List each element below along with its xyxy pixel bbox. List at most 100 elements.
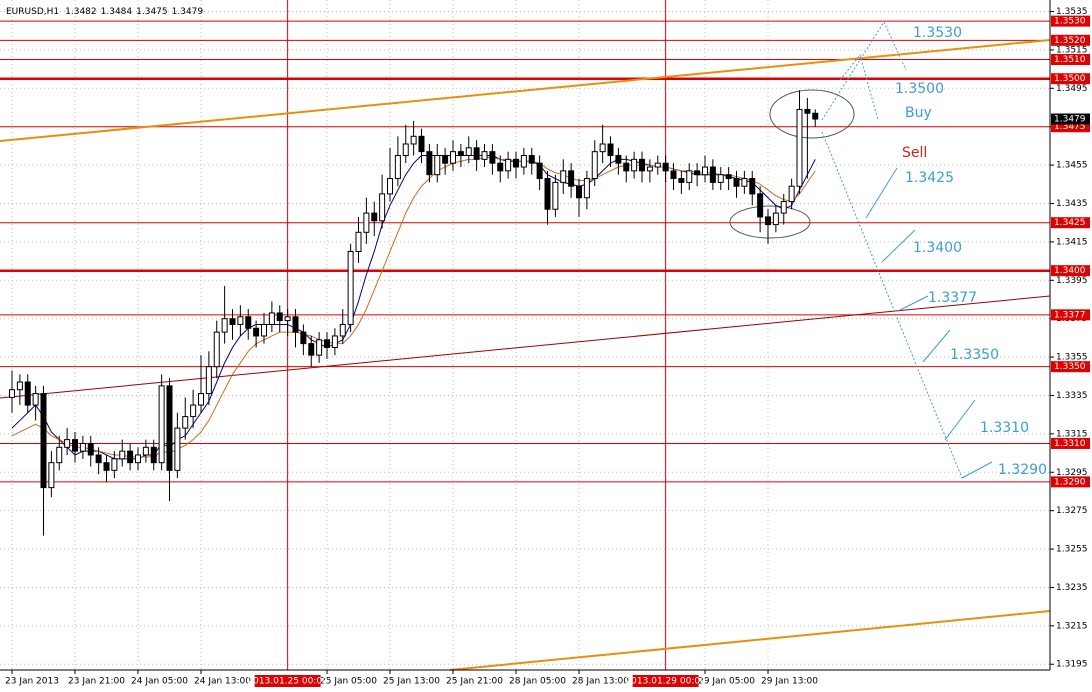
candle-body <box>788 185 795 203</box>
candle-body <box>9 389 15 398</box>
candle-body <box>268 312 275 325</box>
y-tick-label: 1.3395 <box>1056 276 1088 286</box>
annotation: 1.3400 <box>913 240 962 256</box>
candle-body <box>583 178 590 199</box>
y-tick-label: 1.3535 <box>1056 7 1088 17</box>
level-box <box>1051 217 1090 229</box>
candle-body <box>733 178 740 187</box>
projection <box>899 295 929 311</box>
candle-body <box>64 439 71 448</box>
candle-body <box>536 162 543 180</box>
candle-body <box>24 381 31 406</box>
candle-body <box>528 155 535 164</box>
candle-body <box>119 450 126 460</box>
candle-body <box>331 335 338 348</box>
candle-body <box>686 170 693 183</box>
candle-body <box>544 178 551 210</box>
candle-body <box>717 174 724 183</box>
projection <box>944 399 976 441</box>
price-box <box>1051 113 1090 125</box>
trendline <box>0 295 1051 399</box>
candle-body <box>135 454 141 464</box>
candle-body <box>190 404 197 418</box>
x-tick-label: 29 Jan 05:00 <box>698 677 755 687</box>
candle-body <box>725 174 732 180</box>
candle-body <box>426 151 433 176</box>
level-box <box>1051 476 1090 488</box>
level-box <box>1051 361 1090 373</box>
x-tick-label: 25 Jan 05:00 <box>320 677 377 687</box>
annotation: Buy <box>905 105 932 121</box>
candle-body <box>599 143 606 153</box>
level-label: 1.3350 <box>1054 362 1086 372</box>
candle-body <box>654 162 661 168</box>
candle-body <box>48 462 55 489</box>
level-box <box>1051 54 1090 66</box>
candle-body <box>308 343 315 356</box>
y-tick-label: 1.3235 <box>1056 583 1088 593</box>
candle-body <box>552 181 559 210</box>
candle-body <box>379 193 386 222</box>
candle-body <box>95 454 102 464</box>
candle-body <box>505 158 512 172</box>
candle-body <box>662 162 669 172</box>
level-label: 1.3290 <box>1054 477 1086 487</box>
period-label: 2013.01.25 00:00 <box>247 677 328 687</box>
candle-body <box>410 135 417 145</box>
candle-body <box>497 162 504 172</box>
symbol: EURUSD,H1 <box>6 7 59 17</box>
candle-body <box>150 446 157 464</box>
candle-body <box>205 366 212 395</box>
annotation: 1.3530 <box>913 25 962 41</box>
candle-body <box>355 231 362 252</box>
candle-body <box>702 166 708 176</box>
candle-body <box>631 158 638 172</box>
candle-body <box>591 151 598 180</box>
projection <box>922 329 951 363</box>
level-label: 1.3520 <box>1054 36 1086 46</box>
y-tick-label: 1.3215 <box>1056 621 1088 631</box>
candle-body <box>87 442 94 456</box>
candle-body <box>221 318 228 333</box>
ellipse <box>769 89 855 139</box>
period-box <box>254 675 321 687</box>
level-box <box>1051 15 1090 27</box>
level-box <box>1051 265 1090 277</box>
x-tick-label: 23 Jan 2013 <box>5 677 59 687</box>
candle-body <box>450 151 456 164</box>
y-tick-label: 1.3315 <box>1056 429 1088 439</box>
candle-body <box>79 442 86 452</box>
candle-body <box>40 393 47 489</box>
candle-body <box>32 393 39 406</box>
candle-body <box>812 112 819 120</box>
header-high: 1.3484 <box>101 7 133 17</box>
x-tick-label: 29 Jan 13:00 <box>761 677 818 687</box>
candle-body <box>394 155 401 180</box>
candle-body <box>103 462 110 471</box>
y-tick-label: 1.3355 <box>1056 353 1088 363</box>
projection <box>881 229 916 263</box>
candle-body <box>363 212 370 233</box>
level-label: 1.3425 <box>1054 218 1086 228</box>
level-box <box>1051 121 1090 133</box>
candle-body <box>481 151 488 160</box>
candle-body <box>371 212 378 222</box>
candle-body <box>473 147 480 160</box>
x-tick-label: 23 Jan 21:00 <box>68 677 125 687</box>
candle-body <box>142 446 149 456</box>
annotation: 1.3377 <box>928 290 977 306</box>
candle-body <box>560 170 567 183</box>
trendline <box>449 610 1051 671</box>
candle-body <box>56 446 63 464</box>
trendline <box>0 39 1051 142</box>
candle-body <box>300 331 307 345</box>
level-label: 1.3510 <box>1054 55 1086 65</box>
candle-body <box>111 458 118 471</box>
candle-body <box>520 155 527 168</box>
candle-body <box>174 427 181 471</box>
candle-body <box>694 170 701 176</box>
annotation: Sell <box>902 145 927 161</box>
y-tick-label: 1.3415 <box>1056 237 1088 247</box>
